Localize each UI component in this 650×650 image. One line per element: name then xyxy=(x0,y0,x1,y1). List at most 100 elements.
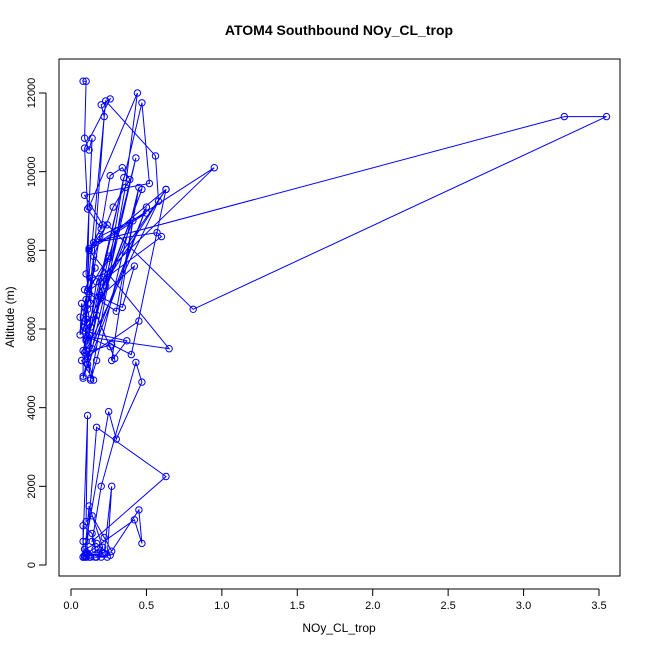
data-point xyxy=(105,254,113,262)
data-point xyxy=(130,516,139,524)
data-point xyxy=(85,244,93,253)
data-point xyxy=(83,305,92,313)
data-point xyxy=(132,358,140,367)
data-point xyxy=(97,225,105,233)
data-point xyxy=(105,252,113,260)
data-point xyxy=(89,252,98,260)
x-tick-label: 2.5 xyxy=(440,600,455,612)
data-point xyxy=(85,146,93,154)
data-point xyxy=(100,270,108,278)
chart-title: ATOM4 Southbound NOy_CL_trop xyxy=(225,22,453,38)
data-point xyxy=(100,533,108,542)
data-point xyxy=(165,345,173,353)
data-point xyxy=(129,217,137,225)
x-tick-label: 0.5 xyxy=(139,600,154,612)
data-point xyxy=(86,299,95,308)
data-point xyxy=(92,278,101,286)
data-point xyxy=(133,89,142,97)
series-line xyxy=(82,415,143,558)
series-3 xyxy=(79,411,146,561)
data-point xyxy=(88,537,96,546)
data-point xyxy=(97,291,105,300)
data-point xyxy=(102,97,110,105)
data-point xyxy=(112,307,121,315)
y-tick-label: 10000 xyxy=(26,156,38,187)
data-point xyxy=(151,152,160,160)
series-layer xyxy=(76,77,611,561)
data-point xyxy=(97,293,105,302)
x-axis: 0.0 0.5 1.0 1.5 2.0 2.5 3.0 3.5 xyxy=(63,588,607,612)
data-point xyxy=(145,179,154,188)
data-point xyxy=(82,295,90,304)
data-point xyxy=(86,376,95,384)
data-point xyxy=(91,264,99,272)
series-1 xyxy=(76,77,611,384)
data-point xyxy=(108,482,116,490)
data-point xyxy=(77,356,86,365)
data-point xyxy=(210,164,219,172)
data-point xyxy=(138,185,146,194)
data-point xyxy=(118,303,127,312)
data-point xyxy=(135,317,143,325)
y-tick-label: 8000 xyxy=(26,238,38,262)
data-point xyxy=(92,311,101,319)
data-point xyxy=(108,356,116,365)
data-point xyxy=(602,112,611,121)
data-point xyxy=(82,549,90,557)
x-tick-label: 2.0 xyxy=(365,600,380,612)
data-point xyxy=(162,472,170,481)
data-point xyxy=(89,376,98,384)
data-point xyxy=(118,164,127,172)
series-2 xyxy=(79,358,170,561)
data-point xyxy=(135,506,143,514)
data-point xyxy=(79,537,87,546)
data-point xyxy=(82,337,90,345)
data-point xyxy=(112,227,121,235)
data-point xyxy=(83,333,92,341)
data-point xyxy=(85,246,93,255)
data-point xyxy=(138,378,146,386)
data-point xyxy=(83,205,92,213)
data-point xyxy=(86,323,95,331)
data-point xyxy=(108,341,116,349)
data-point xyxy=(100,112,108,121)
data-point xyxy=(80,545,89,553)
data-point xyxy=(99,221,107,229)
data-point xyxy=(92,356,101,365)
x-tick-label: 3.5 xyxy=(591,600,606,612)
y-axis: 0 2000 4000 6000 8000 10000 12000 xyxy=(26,78,47,568)
x-tick-label: 3.0 xyxy=(516,600,531,612)
data-point xyxy=(76,313,84,321)
data-point xyxy=(85,331,93,339)
data-point xyxy=(79,327,87,335)
data-point xyxy=(142,203,151,211)
data-point xyxy=(560,112,568,121)
data-point xyxy=(83,352,92,361)
data-point xyxy=(88,274,96,282)
y-tick-label: 12000 xyxy=(26,78,38,109)
data-point xyxy=(89,238,98,247)
data-point xyxy=(85,203,93,211)
data-point xyxy=(97,101,105,109)
series-line xyxy=(79,80,607,381)
data-point xyxy=(127,350,136,359)
data-point xyxy=(83,360,92,369)
data-point xyxy=(132,154,140,162)
y-tick-label: 4000 xyxy=(26,395,38,419)
x-tick-label: 0.0 xyxy=(63,600,78,612)
data-point xyxy=(82,77,90,85)
plot-frame xyxy=(58,58,621,577)
data-point xyxy=(109,203,117,211)
data-point xyxy=(106,343,114,351)
data-point xyxy=(162,185,170,194)
data-point xyxy=(80,191,89,200)
data-point xyxy=(80,134,89,142)
data-point xyxy=(103,221,111,229)
data-point xyxy=(88,345,96,353)
data-point xyxy=(106,171,114,180)
data-point xyxy=(88,134,96,142)
x-tick-label: 1.5 xyxy=(290,600,305,612)
data-point xyxy=(153,228,161,237)
series-line xyxy=(82,360,167,559)
